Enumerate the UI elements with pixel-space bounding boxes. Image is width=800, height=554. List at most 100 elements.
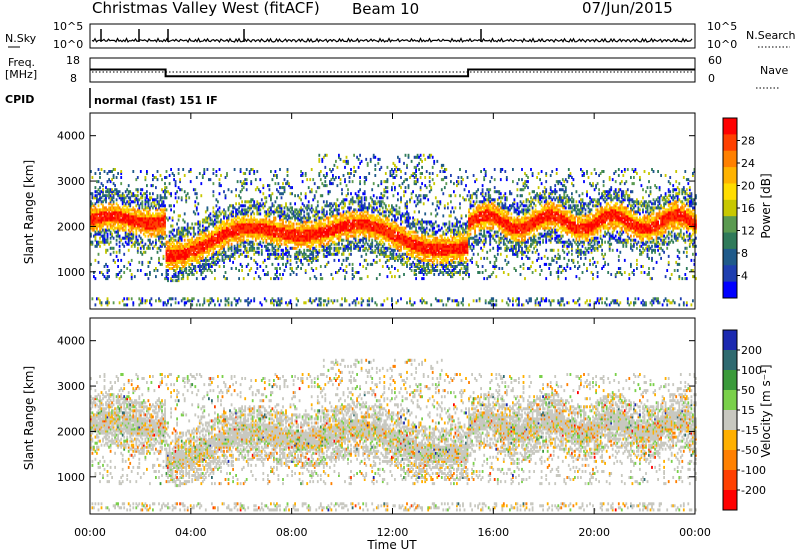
range-cell <box>289 192 292 196</box>
range-cell <box>97 240 100 244</box>
range-cell <box>161 196 163 200</box>
range-cell <box>170 277 172 281</box>
range-cell <box>179 250 181 254</box>
range-cell <box>283 186 286 190</box>
range-cell <box>146 220 148 224</box>
range-cell <box>94 220 97 224</box>
range-cell <box>153 204 156 208</box>
range-cell <box>159 230 162 234</box>
range-cell <box>165 275 168 279</box>
range-cell <box>109 196 112 200</box>
range-cell <box>118 212 121 216</box>
range-cell <box>136 208 139 212</box>
range-cell <box>220 299 222 303</box>
range-cell <box>115 206 118 210</box>
range-cell <box>112 208 115 212</box>
range-cell <box>155 176 157 179</box>
range-cell <box>162 204 165 208</box>
range-cell <box>341 303 343 307</box>
range-cell <box>141 240 144 244</box>
range-cell <box>360 277 363 281</box>
range-cell <box>103 220 106 224</box>
range-cell <box>397 168 399 171</box>
range-cell <box>155 216 157 220</box>
range-cell <box>173 178 175 182</box>
range-cell <box>132 170 135 173</box>
range-cell <box>109 200 112 204</box>
range-cell <box>301 216 304 220</box>
range-cell <box>106 188 109 192</box>
range-cell <box>108 210 110 214</box>
range-cell <box>180 273 183 276</box>
range-cell <box>111 208 113 212</box>
range-cell <box>144 196 147 200</box>
range-cell <box>147 222 150 226</box>
range-cell <box>247 273 250 276</box>
range-cell <box>404 190 407 194</box>
range-cell <box>147 206 150 210</box>
range-cell <box>179 232 181 236</box>
range-cell <box>130 277 133 281</box>
range-cell <box>384 260 387 264</box>
range-cell <box>159 204 162 208</box>
range-cell <box>359 188 361 192</box>
range-cell <box>141 222 144 226</box>
range-cell <box>97 216 100 220</box>
range-cell <box>383 194 386 198</box>
range-cell <box>406 178 408 182</box>
range-cell <box>230 190 233 194</box>
range-cell <box>280 196 283 200</box>
range-cell <box>227 188 230 192</box>
range-cell <box>115 250 118 254</box>
range-cell <box>156 246 159 250</box>
range-cell <box>155 214 157 218</box>
range-cell <box>241 188 243 192</box>
range-cell <box>90 216 92 220</box>
range-cell <box>109 226 112 230</box>
range-cell <box>130 297 133 301</box>
range-cell <box>332 277 334 281</box>
range-cell <box>174 262 177 266</box>
range-cell <box>167 246 169 250</box>
range-cell <box>350 252 352 256</box>
range-cell <box>129 212 132 216</box>
range-cell <box>108 196 110 200</box>
range-cell <box>139 212 142 216</box>
range-cell <box>132 234 135 238</box>
range-cell <box>279 168 281 171</box>
range-cell <box>91 192 94 196</box>
range-cell <box>332 168 334 171</box>
range-cell <box>400 186 402 190</box>
range-cell <box>115 208 118 212</box>
range-cell <box>112 250 115 254</box>
range-cell <box>191 297 194 301</box>
range-cell <box>179 260 181 264</box>
range-cell <box>176 279 178 283</box>
range-cell <box>139 202 142 206</box>
range-cell <box>194 232 197 236</box>
range-cell <box>344 178 346 182</box>
range-cell <box>413 210 416 214</box>
range-cell <box>239 196 242 200</box>
range-cell <box>283 210 286 214</box>
range-cell <box>375 254 378 258</box>
range-cell <box>265 265 268 268</box>
range-cell <box>319 170 322 173</box>
range-cell <box>124 220 127 224</box>
range-cell <box>127 248 130 252</box>
range-cell <box>149 232 151 236</box>
range-cell <box>224 271 227 274</box>
range-cell <box>203 297 206 301</box>
range-cell <box>112 224 115 228</box>
range-cell <box>159 218 162 222</box>
range-cell <box>397 258 399 262</box>
range-cell <box>103 240 106 244</box>
range-cell <box>162 216 165 220</box>
range-cell <box>99 228 101 232</box>
range-cell <box>130 275 133 279</box>
range-cell <box>100 230 103 234</box>
range-cell <box>126 194 129 198</box>
range-cell <box>147 246 150 250</box>
range-cell <box>111 216 113 220</box>
range-cell <box>103 222 106 226</box>
